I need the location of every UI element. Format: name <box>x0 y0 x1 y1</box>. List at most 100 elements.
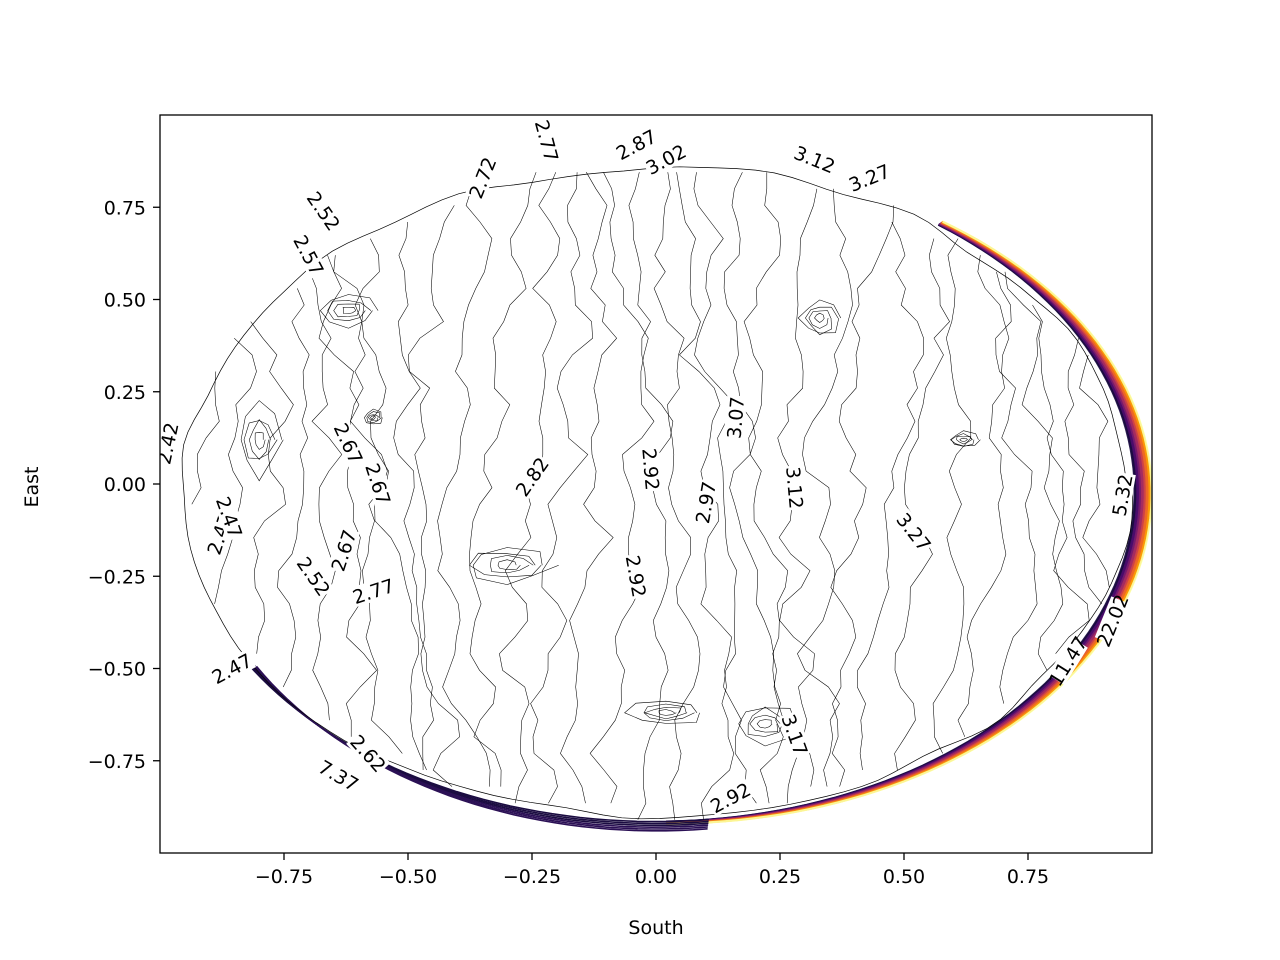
contour-loop <box>950 433 975 447</box>
contour-line <box>932 238 972 754</box>
contour-loop <box>240 400 284 482</box>
contour-line <box>214 337 257 604</box>
contour-loop <box>342 307 357 314</box>
contour-label-backdrop <box>330 419 367 468</box>
contour-line <box>797 188 853 787</box>
contour-line <box>995 271 1038 704</box>
y-axis-ticks: 0.75 0.50 0.25 0.00 −0.25 −0.50 −0.75 <box>88 197 160 773</box>
y-tick-label: 0.75 <box>104 197 146 219</box>
x-axis-ticks: −0.75 −0.50 −0.25 0.00 0.25 0.50 0.75 <box>255 853 1049 888</box>
contour-loop <box>643 707 688 720</box>
contour-label-backdrop <box>511 452 553 501</box>
x-tick-label: −0.50 <box>379 866 437 888</box>
contour-line <box>857 221 924 771</box>
contour-loop <box>624 700 700 724</box>
x-tick-label: 0.25 <box>759 866 801 888</box>
contour-loop <box>319 294 379 329</box>
x-tick-label: 0.50 <box>883 866 925 888</box>
rim-contour-line <box>255 665 708 832</box>
y-tick-label: 0.50 <box>104 290 146 312</box>
contour-label-backdrop <box>639 446 663 493</box>
contour-label-backdrop <box>361 460 395 509</box>
contour-label-backdrop <box>349 574 398 608</box>
contour-loop <box>814 312 825 323</box>
contour-label-backdrop <box>293 552 335 600</box>
contour-label-backdrop <box>464 153 500 202</box>
contour-label-backdrop <box>706 778 755 817</box>
contour-label-backdrop <box>1108 471 1136 519</box>
x-tick-label: −0.25 <box>503 866 561 888</box>
contour-loop <box>472 547 559 585</box>
contour-loop <box>364 408 383 425</box>
contour-line <box>530 172 593 804</box>
contour-line <box>277 288 310 688</box>
contour-loop <box>366 411 382 423</box>
y-tick-label: −0.50 <box>88 659 146 681</box>
contour-loop <box>249 419 271 460</box>
contour-loop <box>333 303 361 318</box>
contour-loop <box>490 555 534 574</box>
contour-line <box>560 172 618 804</box>
contour-label-backdrop <box>691 479 720 526</box>
contour-label-backdrop <box>777 710 812 759</box>
contour-line <box>1032 304 1090 654</box>
contour-line <box>957 255 1010 737</box>
contour-loop <box>658 709 677 716</box>
contour-label-backdrop <box>612 125 661 164</box>
contour-loop <box>747 706 786 737</box>
contour-line <box>318 255 377 737</box>
contour-lines <box>181 166 1133 820</box>
contour-line <box>469 172 537 787</box>
contour-line <box>830 205 895 787</box>
x-axis-title: South <box>628 917 683 939</box>
contour-line <box>743 172 799 804</box>
contour-line <box>333 255 403 754</box>
contour-label-backdrop <box>207 649 257 688</box>
contour-line <box>693 172 757 804</box>
contour-label-backdrop <box>314 755 363 796</box>
contour-label-backdrop <box>531 116 563 165</box>
contour-loop <box>756 719 773 729</box>
contour-label-backdrop <box>327 526 360 575</box>
colored-rim-contours <box>245 220 1152 832</box>
boundary-contour <box>181 166 1133 820</box>
x-tick-label: 0.75 <box>1007 866 1049 888</box>
x-tick-label: −0.75 <box>255 866 313 888</box>
contour-label-backdrop <box>641 140 691 179</box>
contour-loop <box>327 300 372 321</box>
contour-loop <box>738 707 796 747</box>
contour-line <box>628 172 674 820</box>
contour-loop <box>368 414 380 421</box>
contour-loop <box>243 420 278 459</box>
contour-loop <box>797 299 842 334</box>
contour-line <box>408 205 460 787</box>
contour-label-backdrop <box>289 231 328 280</box>
contour-loop <box>805 306 839 336</box>
contour-label-backdrop <box>783 464 807 511</box>
contour-loop <box>808 310 832 329</box>
contour-loop <box>956 436 972 445</box>
y-tick-label: −0.75 <box>88 751 146 773</box>
y-axis-title: East <box>21 467 43 508</box>
contour-loop <box>469 552 542 578</box>
contour-loop <box>959 438 969 442</box>
x-tick-label: 0.00 <box>635 866 677 888</box>
contour-label-backdrop <box>1047 637 1088 686</box>
contour-loop <box>749 714 781 733</box>
contour-label-backdrop <box>845 160 894 196</box>
contour-loop <box>950 430 981 447</box>
contour-loop <box>497 559 521 570</box>
y-tick-label: 0.00 <box>104 474 146 496</box>
contour-label: 3.07 <box>724 396 750 440</box>
contour-label-backdrop <box>723 394 748 441</box>
contour-line <box>437 188 493 787</box>
contour-line <box>250 321 294 654</box>
contour-label-backdrop <box>790 141 839 177</box>
rim-contour-line <box>665 220 1152 825</box>
contour-label: 3.12 <box>781 466 807 510</box>
contour-line <box>191 371 220 505</box>
contour-label-backdrop <box>892 508 936 556</box>
contour-line <box>894 238 950 771</box>
contour-label-backdrop <box>302 187 345 235</box>
